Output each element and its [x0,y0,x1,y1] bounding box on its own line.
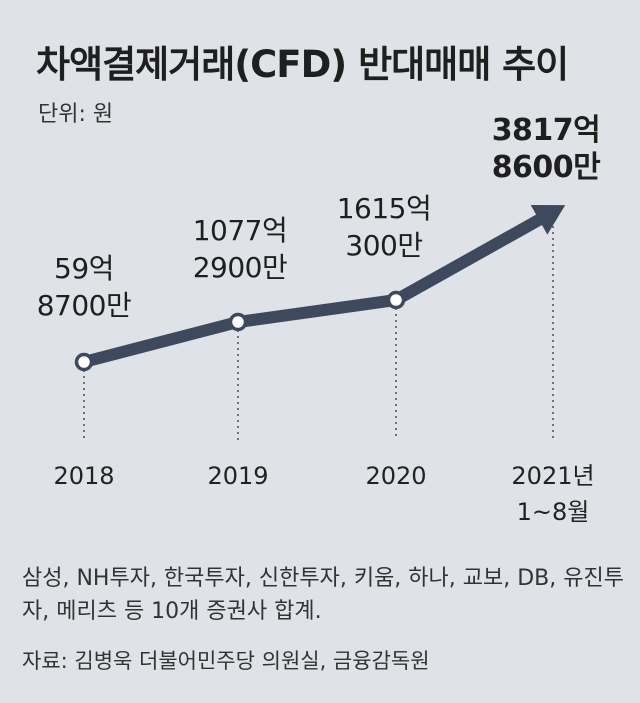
x-tick-label-2-0: 2020 [365,462,426,490]
data-label-3-1: 8600만 [492,150,601,185]
data-label-2-1: 300만 [345,229,422,262]
data-label-1-1: 2900만 [193,251,288,284]
series-line [78,206,559,368]
data-point-0 [74,352,94,372]
data-point-2 [386,290,406,310]
footnote: 삼성, NH투자, 한국투자, 신한투자, 키움, 하나, 교보, DB, 유진… [22,566,624,624]
x-tick-label-3-1: 1~8월 [517,498,590,526]
data-label-0-0: 59억 [54,252,114,285]
unit-label: 단위: 원 [38,102,114,127]
data-label-2-0: 1615억 [337,192,432,225]
arrow-head [530,204,566,235]
x-tick-label-0-0: 2018 [53,462,114,490]
source-note: 자료: 김병욱 더불어민주당 의원실, 금융감독원 [22,649,430,673]
chart-title: 차액결제거래(CFD) 반대매매 추이 [36,43,569,86]
data-label-1-0: 1077억 [193,214,288,247]
x-tick-label-3-0: 2021년 [511,462,594,490]
data-label-0-1: 8700만 [37,289,132,322]
data-point-1 [228,312,248,332]
x-tick-label-1-0: 2019 [207,462,268,490]
data-label-3-0: 3817억 [492,113,601,148]
